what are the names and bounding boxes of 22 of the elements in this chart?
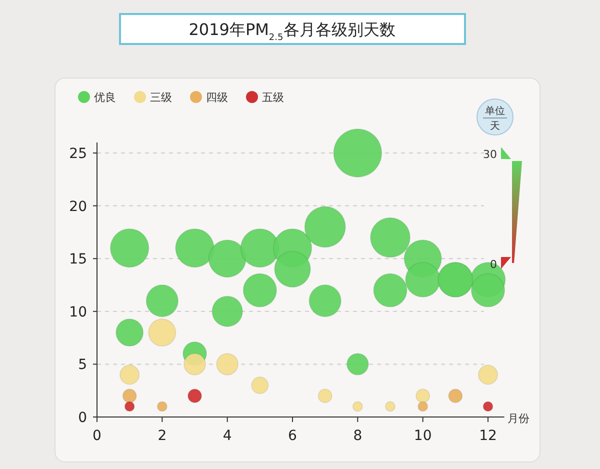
y-tick-label: 5	[78, 357, 87, 374]
y-tick-label: 10	[69, 304, 87, 320]
y-tick-label: 0	[78, 410, 87, 426]
x-tick-label: 0	[92, 428, 102, 444]
x-axis-title: 月份	[507, 412, 530, 425]
x-tick-label: 8	[353, 428, 362, 444]
text: 单位	[485, 105, 505, 117]
x-tick-label: 2	[158, 428, 167, 444]
y-tick-label: 15	[69, 252, 87, 268]
legend-label: 四级	[206, 91, 228, 104]
x-tick-label: 10	[414, 428, 432, 444]
legend-label: 五级	[262, 91, 284, 104]
y-tick-label: 25	[69, 146, 87, 162]
legend-label: 优良	[94, 91, 116, 104]
x-tick-label: 4	[222, 428, 232, 444]
annotation: 30	[483, 148, 497, 161]
x-tick-label: 12	[479, 428, 497, 444]
legend-label: 三级	[150, 91, 172, 104]
text: 天	[490, 121, 500, 132]
chart-title: 2019年PM$_{2.5}$各月各级别天数	[188, 20, 396, 43]
y-tick-label: 20	[69, 198, 87, 215]
x-tick-label: 6	[288, 428, 298, 444]
